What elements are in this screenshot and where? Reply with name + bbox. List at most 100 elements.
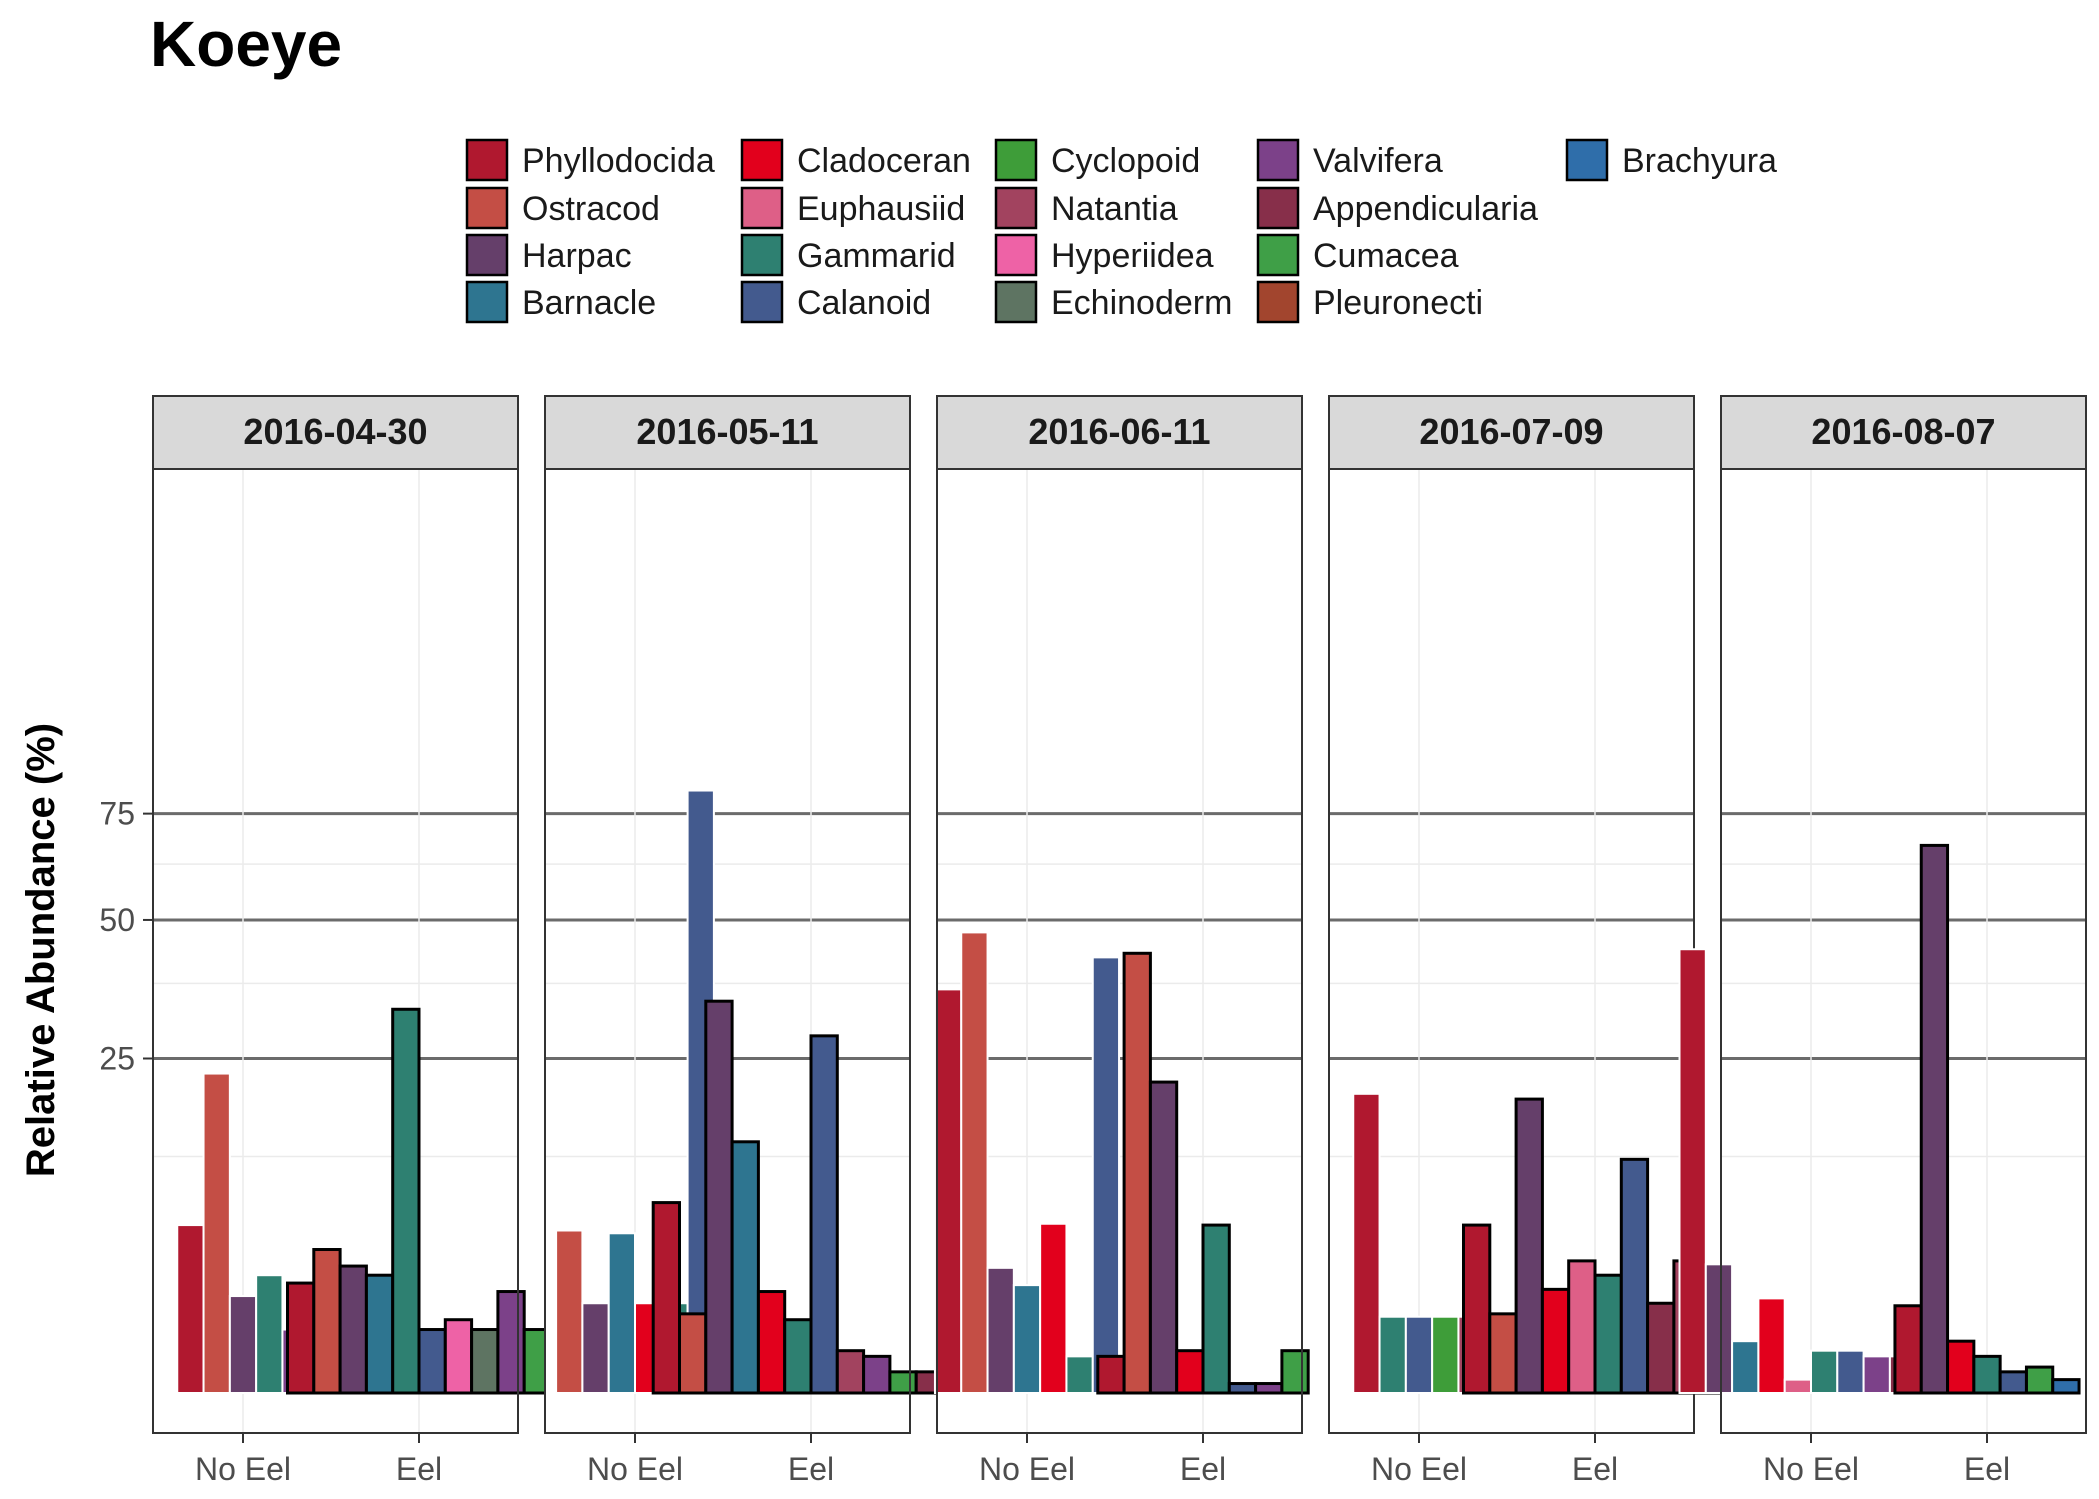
x-tick-label: No Eel	[587, 1451, 683, 1487]
x-tick-label: No Eel	[979, 1451, 1075, 1487]
bar-gammarid	[783, 1318, 813, 1395]
legend-item: Valvifera	[1256, 138, 1443, 182]
bar-barnacle	[1012, 1284, 1042, 1394]
y-axis-label: Relative Abundance (%)	[19, 723, 63, 1177]
bar-phyllodocida	[176, 1224, 205, 1394]
legend-swatch	[1256, 186, 1300, 230]
bar-harpac	[228, 1295, 258, 1395]
legend-label: Natantia	[1051, 190, 1178, 228]
legend-swatch	[465, 280, 509, 324]
legend-swatch	[740, 186, 784, 230]
bar-valvifera	[862, 1354, 892, 1395]
bar-gammarid	[1972, 1354, 2002, 1395]
bar-group-eel	[1096, 951, 1310, 1395]
x-tick-label: Eel	[788, 1451, 834, 1487]
y-tick-label: 75	[99, 796, 135, 832]
x-tick-label: Eel	[1180, 1451, 1226, 1487]
bar-cumacea	[888, 1370, 918, 1395]
facet-strip	[1720, 395, 2087, 470]
legend-item: Natantia	[994, 186, 1178, 230]
legend-swatch	[1256, 280, 1300, 324]
legend-swatch	[994, 138, 1038, 182]
bar-ostracod	[555, 1229, 584, 1395]
x-tick-label: No Eel	[1371, 1451, 1467, 1487]
legend-swatch	[994, 280, 1038, 324]
legend-label: Appendicularia	[1313, 190, 1538, 228]
bar-phyllodocida	[286, 1281, 316, 1395]
legend-item: Gammarid	[740, 233, 956, 277]
legend-label: Hyperiidea	[1051, 237, 1214, 275]
legend-swatch	[740, 280, 784, 324]
panel-background	[1721, 469, 2086, 1433]
bar-cumacea	[1280, 1349, 1310, 1395]
bar-valvifera	[496, 1290, 526, 1395]
legend-item: Cyclopoid	[994, 138, 1200, 182]
legend-label: Cyclopoid	[1051, 142, 1200, 180]
bar-gammarid	[1593, 1273, 1623, 1395]
legend-swatch	[740, 138, 784, 182]
bar-group-no-eel	[933, 931, 1121, 1395]
bar-group-eel	[286, 1007, 553, 1395]
bar-barnacle	[607, 1232, 637, 1394]
bar-calanoid	[1836, 1349, 1865, 1394]
legend-item: Euphausiid	[740, 186, 965, 230]
bar-ostracod	[678, 1312, 708, 1395]
bar-calanoid	[1227, 1382, 1258, 1395]
legend-label: Cumacea	[1313, 237, 1459, 275]
y-axis: 25 50 75	[99, 796, 153, 1077]
bar-harpac	[1919, 843, 1950, 1395]
bar-cladoceran	[1175, 1349, 1205, 1395]
bar-calanoid	[809, 1034, 839, 1395]
bar-harpac	[1514, 1097, 1544, 1395]
facet-panel-2016-05-11: 2016-05-11 No Eel Eel	[544, 395, 971, 1487]
legend-item: Hyperiidea	[994, 233, 1214, 277]
bar-phyllodocida	[1096, 1354, 1126, 1395]
facet-strip-label: 2016-05-11	[636, 411, 818, 452]
bar-calanoid	[1998, 1370, 2028, 1395]
facet-panel-2016-06-11: 2016-06-11 No Eel Eel	[933, 395, 1310, 1487]
bar-barnacle	[1731, 1340, 1760, 1394]
bar-gammarid	[1378, 1315, 1407, 1395]
facet-strip	[152, 395, 519, 470]
bar-harpac	[581, 1302, 610, 1395]
legend-swatch	[465, 138, 509, 182]
x-tick-label: Eel	[1572, 1451, 1618, 1487]
bar-calanoid	[1404, 1315, 1434, 1395]
bar-group-no-eel	[176, 1072, 310, 1395]
legend-label: Calanoid	[797, 284, 931, 322]
bar-harpac	[704, 999, 734, 1395]
bar-hyperiidea	[443, 1318, 474, 1395]
legend: Phyllodocida Ostracod Harpac Barnacle Cladoc…	[465, 138, 1777, 324]
bar-phyllodocida	[1893, 1304, 1923, 1395]
legend-label: Brachyura	[1622, 142, 1777, 180]
bar-harpac	[338, 1264, 368, 1395]
bar-barnacle	[364, 1273, 395, 1395]
bar-cladoceran	[1540, 1287, 1571, 1395]
bar-group-no-eel	[1678, 948, 1944, 1395]
bar-appendicularia	[1646, 1301, 1676, 1395]
bar-cyclopoid	[1431, 1315, 1460, 1395]
facet-strip-label: 2016-07-09	[1419, 411, 1603, 452]
legend-item: Calanoid	[740, 280, 931, 324]
legend-item: Pleuronecti	[1256, 280, 1483, 324]
panel-border	[1720, 468, 2087, 1434]
legend-label: Valvifera	[1313, 142, 1443, 180]
panel-border	[936, 468, 1303, 1434]
bar-calanoid	[417, 1328, 447, 1395]
bar-cumacea	[2024, 1365, 2055, 1395]
bar-natantia	[835, 1349, 866, 1395]
legend-item: Phyllodocida	[465, 138, 715, 182]
facet-panel-2016-07-09: 2016-07-09 No Eel Eel	[1328, 395, 1728, 1487]
facet-strip	[936, 395, 1303, 470]
bar-harpac	[986, 1266, 1015, 1394]
chart-title: Koeye	[150, 8, 342, 80]
bar-ostracod	[202, 1072, 231, 1394]
legend-swatch	[465, 233, 509, 277]
legend-item: Echinoderm	[994, 280, 1232, 324]
y-tick-label: 50	[99, 902, 135, 938]
bar-cladoceran	[756, 1290, 787, 1395]
bar-calanoid	[1619, 1157, 1650, 1395]
x-tick-label: No Eel	[1763, 1451, 1859, 1487]
bar-brachyura	[2051, 1378, 2081, 1395]
